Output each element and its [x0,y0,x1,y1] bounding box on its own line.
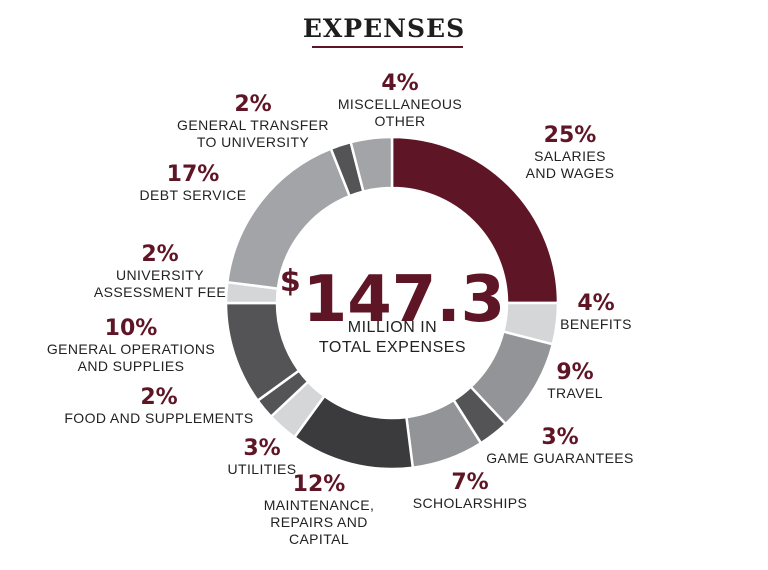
currency-symbol: $ [279,264,301,299]
slice-percent-9: 2% [141,242,179,267]
slice-label-3: 3% GAME GUARANTEES [440,426,680,467]
slice-label-2: 9% TRAVEL [455,361,695,402]
chart-title: EXPENSES [302,14,466,43]
slice-percent-1: 4% [577,291,615,316]
total-caption: MILLION IN TOTAL EXPENSES [0,318,768,358]
slice-percent-7: 2% [140,385,178,410]
slice-percent-5: 12% [292,472,346,497]
slice-caption-7-0: FOOD AND SUPPLEMENTS [64,410,254,426]
slice-label-6: 3% UTILITIES [142,437,382,478]
slice-caption-8-0: GENERAL OPERATIONS [46,341,216,357]
slice-percent-10: 17% [166,162,220,187]
slice-percent-0: 25% [543,123,597,148]
slice-caption-11-0: GENERAL TRANSFER [177,117,329,133]
slice-label-9: 2% UNIVERSITY ASSESSMENT FEE [40,243,280,301]
slice-caption-9-1: ASSESSMENT FEE [93,284,227,300]
slice-caption-1-0: BENEFITS [560,316,632,332]
slice-12 [349,135,394,194]
slice-percent-12: 4% [381,71,419,96]
slice-label-0: 25% SALARIES AND WAGES [450,124,690,182]
total-amount: $147.3 [0,246,768,336]
slice-caption-12-1: OTHER [374,113,426,129]
slice-percent-8: 10% [104,316,158,341]
slice-label-10: 17% DEBT SERVICE [73,163,313,204]
slice-caption-6-0: UTILITIES [227,461,297,477]
slice-label-1: 4% BENEFITS [476,292,716,333]
title-underline [312,46,463,48]
slice-caption-5-2: CAPITAL [288,531,350,547]
slice-caption-10-0: DEBT SERVICE [139,187,247,203]
slice-label-5: 12% MAINTENANCE, REPAIRS AND CAPITAL [199,473,439,548]
total-value: 147.3 [302,263,506,337]
slice-label-8: 10% GENERAL OPERATIONS AND SUPPLIES [11,317,251,375]
slice-caption-2-0: TRAVEL [547,385,603,401]
slice-label-12: 4% MISCELLANEOUS OTHER [280,72,520,130]
slice-label-11: 2% GENERAL TRANSFER TO UNIVERSITY [133,93,373,151]
slice-caption-8-1: AND SUPPLIES [77,358,185,374]
slice-caption-0-0: SALARIES [534,148,606,164]
slice-percent-2: 9% [556,360,594,385]
total-caption-line-1: MILLION IN [347,319,438,336]
slice-caption-0-1: AND WAGES [525,165,615,181]
slice-caption-3-0: GAME GUARANTEES [486,450,634,466]
slice-percent-11: 2% [234,92,272,117]
slice-percent-6: 3% [243,436,281,461]
slice-caption-12-0: MISCELLANEOUS [337,96,463,112]
slice-caption-5-0: MAINTENANCE, [263,497,375,513]
slice-caption-4-0: SCHOLARSHIPS [412,495,528,511]
slice-percent-4: 7% [451,470,489,495]
total-caption-line-2: TOTAL EXPENSES [318,339,467,356]
slice-caption-11-1: TO UNIVERSITY [196,134,310,150]
slice-caption-5-1: REPAIRS AND [270,514,368,530]
slice-percent-3: 3% [541,425,579,450]
slice-label-7: 2% FOOD AND SUPPLEMENTS [39,386,279,427]
slice-label-4: 7% SCHOLARSHIPS [350,471,590,512]
slice-caption-9-0: UNIVERSITY [115,267,204,283]
